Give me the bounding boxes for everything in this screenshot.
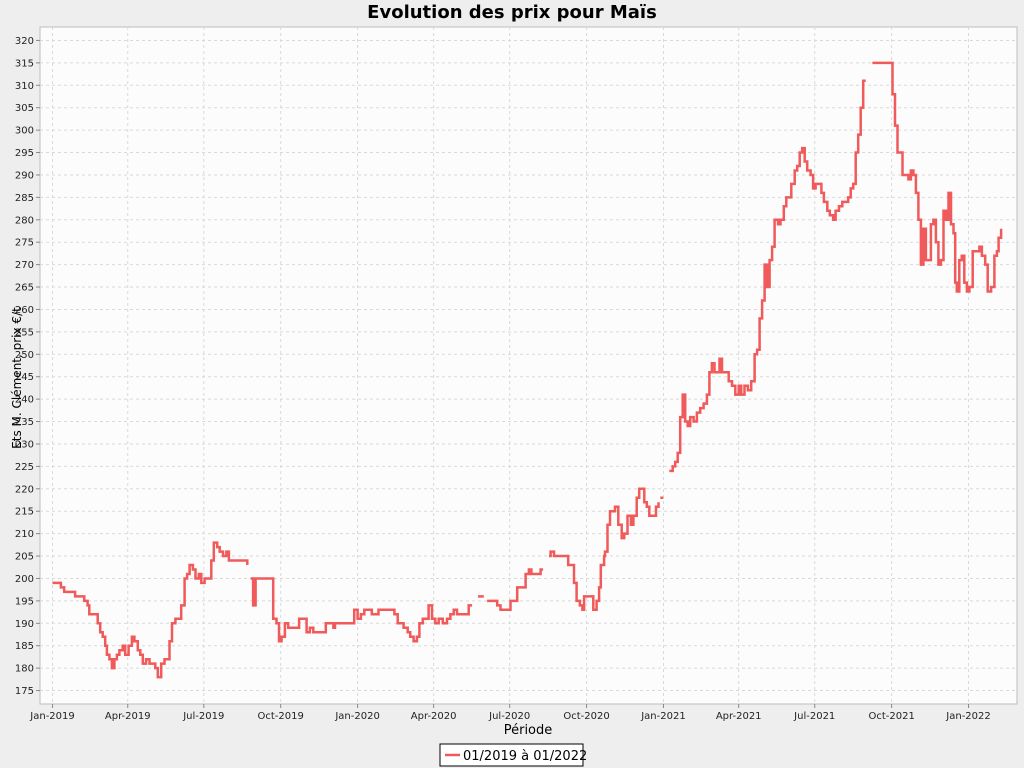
x-tick-label: Jan-2020: [334, 711, 379, 722]
x-tick-label: Oct-2019: [258, 711, 304, 722]
y-tick-label: 285: [15, 193, 34, 204]
y-tick-label: 240: [15, 395, 34, 406]
y-tick-label: 235: [15, 417, 34, 428]
x-tick-label: Oct-2021: [868, 711, 914, 722]
legend-label: 01/2019 à 01/2022: [463, 749, 587, 764]
y-tick-label: 245: [15, 372, 34, 383]
x-tick-label: Jan-2021: [640, 711, 685, 722]
y-tick-label: 300: [15, 126, 34, 137]
legend: 01/2019 à 01/2022: [439, 743, 587, 767]
series-line-segment: [52, 541, 249, 679]
x-tick-label: Apr-2021: [716, 711, 762, 722]
y-tick-label: 305: [15, 103, 34, 114]
y-tick-label: 310: [15, 81, 34, 92]
y-tick-label: 220: [15, 484, 34, 495]
series-line-segment: [487, 568, 544, 612]
series-line-segment: [669, 79, 866, 473]
x-tick-label: Oct-2020: [563, 711, 609, 722]
y-tick-label: 255: [15, 327, 34, 338]
chart-title: Evolution des prix pour Maïs: [367, 2, 657, 23]
x-tick-label: Jul-2020: [488, 711, 530, 722]
y-tick-label: 185: [15, 641, 34, 652]
y-tick-label: 195: [15, 596, 34, 607]
series-line-segment: [250, 577, 473, 643]
y-axis-label: Ets M. Clément, prix €/t: [10, 307, 24, 449]
y-tick-label: 190: [15, 619, 34, 630]
y-tick-label: 225: [15, 462, 34, 473]
x-tick-label: Jul-2019: [182, 711, 224, 722]
plot-area: [39, 26, 1018, 705]
series-line-segment: [549, 487, 660, 612]
y-tick-label: 290: [15, 170, 34, 181]
x-tick-label: Jan-2022: [945, 711, 990, 722]
x-axis: Jan-2019 Apr-2019 Jul-2019 Oct-2019 Jan-2020…: [29, 704, 991, 722]
y-tick-label: 320: [15, 36, 34, 47]
series-layer: [52, 61, 1003, 679]
y-tick-label: 275: [15, 238, 34, 249]
x-axis-label: Période: [504, 723, 553, 738]
y-tick-label: 270: [15, 260, 34, 271]
x-tick-label: Apr-2020: [411, 711, 457, 722]
legend-box: [439, 743, 584, 767]
y-tick-label: 205: [15, 552, 34, 563]
y-tick-label: 315: [15, 58, 34, 69]
x-tick-label: Jul-2021: [793, 711, 835, 722]
y-tick-label: 250: [15, 350, 34, 361]
y-tick-label: 180: [15, 664, 34, 675]
y-tick-label: 260: [15, 305, 34, 316]
y-axis: 175 180 185 190 195 200 205 210 215 220 225 230 235 2…: [15, 36, 40, 697]
y-tick-label: 175: [15, 686, 34, 697]
y-tick-label: 230: [15, 439, 34, 450]
x-tick-label: Jan-2019: [29, 711, 74, 722]
y-tick-label: 295: [15, 148, 34, 159]
y-tick-label: 280: [15, 215, 34, 226]
y-tick-label: 200: [15, 574, 34, 585]
grid: [40, 27, 1017, 704]
series-line-segment: [872, 61, 1003, 293]
x-tick-label: Apr-2019: [105, 711, 151, 722]
y-tick-label: 210: [15, 529, 34, 540]
y-tick-label: 215: [15, 507, 34, 518]
y-tick-label: 265: [15, 283, 34, 294]
